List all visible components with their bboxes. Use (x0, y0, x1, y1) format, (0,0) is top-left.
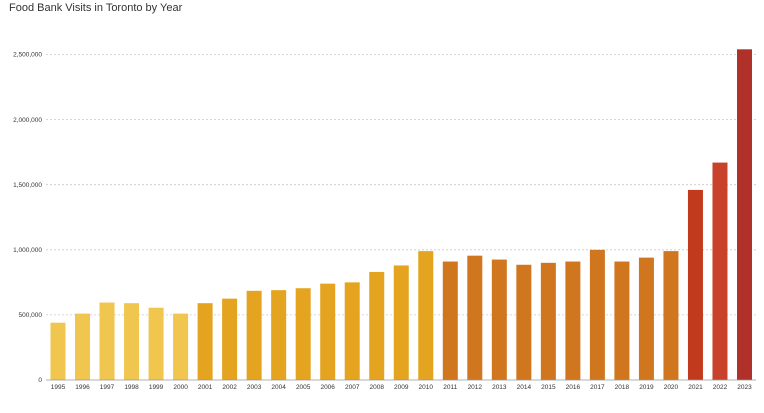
bar-2004 (271, 290, 287, 380)
x-tick-label: 2012 (468, 384, 483, 391)
x-tick-label: 2003 (247, 384, 262, 391)
x-tick-label: 2010 (419, 384, 434, 391)
bars (50, 49, 752, 381)
x-tick-label: 1996 (75, 384, 90, 391)
x-tick-label: 2017 (590, 384, 605, 391)
x-tick-label: 2005 (296, 384, 311, 391)
x-tick-label: 2001 (198, 384, 213, 391)
bar-2008 (369, 271, 385, 380)
bar-2018 (614, 261, 630, 380)
x-tick-label: 2016 (566, 384, 581, 391)
x-tick-label: 1997 (100, 384, 115, 391)
bar-2007 (344, 282, 360, 380)
y-tick-label: 1,000,000 (13, 247, 42, 254)
y-tick-label: 0 (38, 377, 42, 384)
x-tick-label: 2008 (369, 384, 384, 391)
x-tick-label: 2020 (664, 384, 679, 391)
bar-2001 (197, 303, 213, 380)
y-axis-tick-labels: 0 500,000 1,000,000 1,500,000 2,000,000 2,500… (13, 52, 42, 384)
x-tick-label: 2022 (713, 384, 728, 391)
x-tick-label: 2011 (443, 384, 457, 391)
bar-2010 (418, 251, 434, 380)
chart-title: Food Bank Visits in Toronto by Year (9, 2, 183, 14)
x-tick-label: 1998 (124, 384, 139, 391)
x-axis-tick-labels: 1995 1996 1997 1998 1999 2000 2001 2002 2003 2004… (51, 384, 752, 391)
bar-2021 (687, 189, 703, 380)
y-tick-label: 2,500,000 (13, 52, 42, 59)
bar-2005 (295, 288, 311, 380)
x-tick-label: 2006 (320, 384, 335, 391)
x-tick-label: 2019 (639, 384, 654, 391)
bar-2015 (540, 262, 556, 380)
bar-2014 (516, 264, 532, 380)
x-tick-label: 2013 (492, 384, 507, 391)
bar-2011 (442, 261, 458, 380)
x-tick-label: 2009 (394, 384, 409, 391)
bar-2003 (246, 290, 262, 380)
x-tick-label: 1999 (149, 384, 164, 391)
x-tick-label: 2000 (173, 384, 188, 391)
y-tick-label: 2,000,000 (13, 117, 42, 124)
bar-2023 (737, 49, 752, 381)
bar-2016 (565, 261, 581, 380)
bar-2000 (173, 313, 189, 380)
bar-2019 (638, 257, 654, 380)
bar-1997 (99, 302, 115, 380)
x-tick-label: 1995 (51, 384, 66, 391)
bar-1995 (50, 322, 66, 380)
bar-1999 (148, 307, 164, 380)
x-tick-label: 2023 (737, 384, 752, 391)
bar-2002 (222, 298, 238, 380)
bar-2006 (320, 283, 336, 380)
bar-1998 (124, 303, 140, 380)
x-tick-label: 2021 (688, 384, 703, 391)
x-tick-label: 2004 (271, 384, 286, 391)
x-tick-label: 2002 (222, 384, 237, 391)
bar-2020 (663, 251, 679, 380)
x-tick-label: 2018 (615, 384, 630, 391)
bar-2012 (467, 255, 483, 380)
y-tick-label: 500,000 (19, 312, 43, 319)
bar-2017 (589, 249, 605, 380)
x-tick-label: 2007 (345, 384, 360, 391)
bar-2013 (491, 259, 507, 380)
y-tick-label: 1,500,000 (13, 182, 42, 189)
x-tick-label: 2014 (517, 384, 532, 391)
bar-2009 (393, 265, 409, 380)
x-tick-label: 2015 (541, 384, 556, 391)
bar-1996 (75, 313, 91, 380)
bar-2022 (712, 162, 728, 380)
